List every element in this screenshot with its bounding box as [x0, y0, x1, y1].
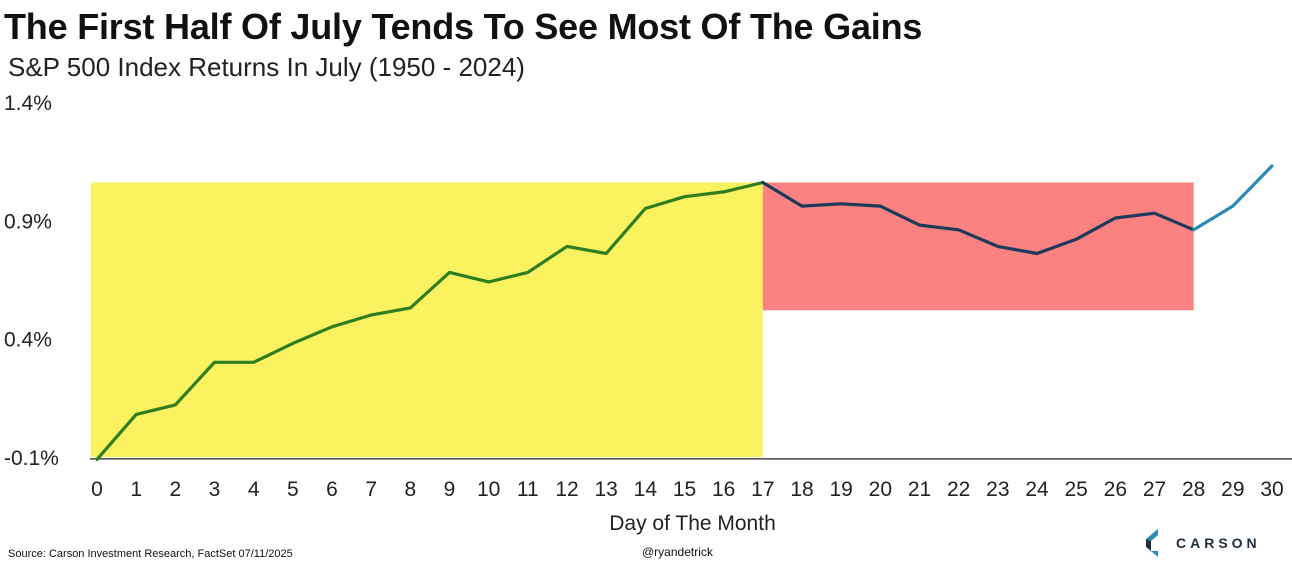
x-tick-label: 16 — [712, 478, 735, 501]
second-half-highlight — [762, 182, 1194, 311]
x-tick-label: 22 — [947, 478, 970, 501]
x-axis-label: Day of The Month — [609, 512, 776, 535]
x-tick-label: 19 — [829, 478, 852, 501]
x-tick-label: 1 — [130, 478, 142, 501]
y-tick-label: 0.9% — [4, 210, 52, 233]
x-tick-label: 6 — [326, 478, 338, 501]
x-tick-label: 3 — [209, 478, 221, 501]
x-tick-label: 27 — [1143, 478, 1166, 501]
x-tick-label: 26 — [1104, 478, 1127, 501]
source-note: Source: Carson Investment Research, Fact… — [8, 548, 293, 560]
x-tick-label: 17 — [751, 478, 774, 501]
x-tick-label: 5 — [287, 478, 299, 501]
x-tick-label: 13 — [594, 478, 617, 501]
x-tick-label: 20 — [869, 478, 892, 501]
x-tick-label: 14 — [634, 478, 658, 501]
carson-logo-icon — [1146, 529, 1158, 557]
series-line-month-end — [1192, 164, 1274, 232]
x-tick-label: 0 — [91, 478, 103, 501]
x-tick-label: 2 — [169, 478, 181, 501]
x-tick-label: 29 — [1221, 478, 1244, 501]
x-tick-label: 24 — [1025, 478, 1049, 501]
author-handle: @ryandetrick — [642, 545, 713, 559]
x-tick-label: 23 — [986, 478, 1009, 501]
x-tick-label: 18 — [790, 478, 813, 501]
x-tick-label: 30 — [1260, 478, 1283, 501]
x-tick-label: 8 — [404, 478, 416, 501]
x-tick-label: 7 — [365, 478, 377, 501]
chart-subtitle: S&P 500 Index Returns In July (1950 - 20… — [8, 52, 525, 82]
x-tick-label: 21 — [908, 478, 931, 501]
x-tick-label: 12 — [555, 478, 578, 501]
x-tick-label: 11 — [517, 478, 539, 501]
x-tick-label: 9 — [444, 478, 456, 501]
y-tick-label: 0.4% — [4, 329, 52, 352]
series-line-first-half — [95, 180, 765, 461]
chart-title: The First Half Of July Tends To See Most… — [4, 6, 923, 47]
y-tick-label: -0.1% — [4, 447, 59, 470]
carson-logo: CARSON — [1146, 528, 1261, 558]
x-tick-label: 25 — [1064, 478, 1087, 501]
x-tick-label: 28 — [1182, 478, 1205, 501]
x-tick-label: 10 — [477, 478, 500, 501]
carson-logo-text: CARSON — [1176, 535, 1261, 551]
first-half-highlight — [91, 182, 763, 457]
x-tick-label: 4 — [248, 478, 260, 501]
series-line-second-half — [761, 180, 1196, 256]
x-tick-label: 15 — [673, 478, 696, 501]
y-tick-label: 1.4% — [4, 92, 52, 115]
